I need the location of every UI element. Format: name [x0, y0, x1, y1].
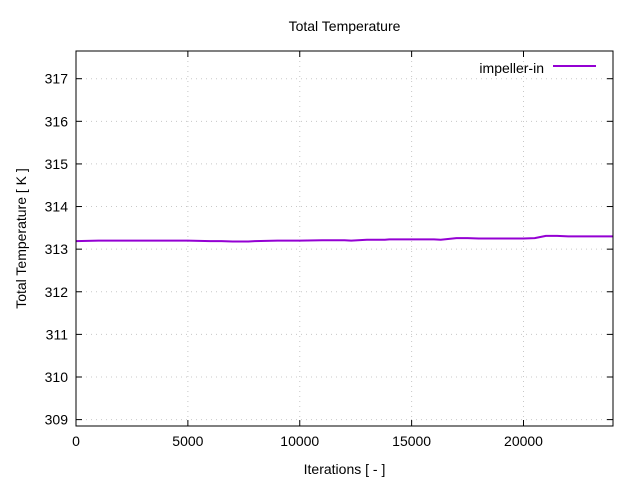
y-tick-label: 311 — [46, 326, 69, 342]
y-tick-label: 310 — [45, 369, 69, 385]
x-tick-label: 20000 — [504, 433, 543, 449]
legend: impeller-in — [479, 60, 596, 76]
y-tick-label: 312 — [45, 284, 69, 300]
x-tick-label: 15000 — [392, 433, 431, 449]
y-tick-label: 315 — [45, 156, 69, 172]
y-tick-label: 309 — [45, 412, 69, 428]
x-tick-label: 0 — [72, 433, 80, 449]
y-tick-label: 316 — [45, 113, 69, 129]
series-layer — [75, 234, 613, 243]
x-axis-label: Iterations [ - ] — [304, 461, 386, 477]
legend-label: impeller-in — [479, 60, 544, 76]
y-tick-label: 313 — [45, 241, 69, 257]
y-tick-label: 317 — [45, 71, 69, 87]
ticks: 0 5000 10000 15000 20000 309 310 311 312 313 314 31… — [45, 51, 613, 449]
x-tick-label: 5000 — [172, 433, 203, 449]
y-tick-label: 314 — [45, 199, 69, 215]
series-line-impeller-in — [75, 234, 613, 243]
x-tick-label: 10000 — [280, 433, 319, 449]
y-axis-label: Total Temperature [ K ] — [13, 168, 29, 309]
chart-title: Total Temperature — [289, 18, 401, 34]
plot-frame — [75, 50, 614, 427]
